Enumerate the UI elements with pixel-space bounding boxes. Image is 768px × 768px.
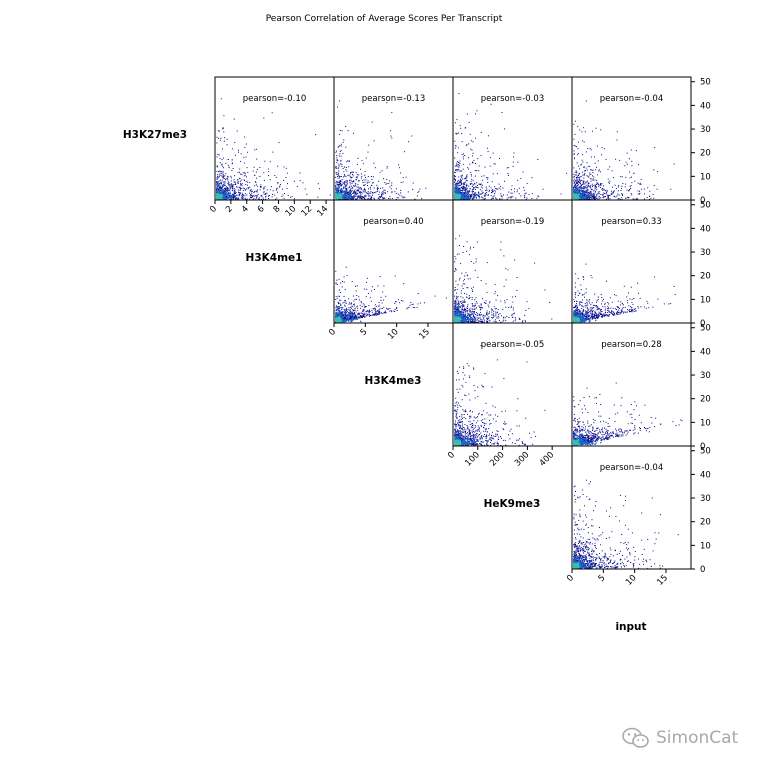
wechat-icon <box>622 727 649 748</box>
x-tick-label: 0 <box>565 573 576 584</box>
variable-label: H3K27me3 <box>123 129 187 141</box>
variable-label: input <box>615 621 646 633</box>
scatter-points <box>335 100 427 200</box>
scatter-points <box>216 98 331 200</box>
y-tick-label: 40 <box>700 224 711 234</box>
variable-label: H3K4me1 <box>246 252 303 264</box>
x-tick-label: 10 <box>284 204 299 219</box>
x-tick-label: 15 <box>655 573 670 588</box>
y-tick-label: 40 <box>700 347 711 357</box>
x-tick-label: 5 <box>597 573 608 584</box>
y-tick-label: 0 <box>700 319 705 329</box>
x-tick-label: 15 <box>417 327 432 342</box>
scatter-points <box>454 345 546 446</box>
y-tick-label: 30 <box>700 494 711 504</box>
x-tick-label: 10 <box>386 327 401 342</box>
x-tick-label: 5 <box>359 327 370 338</box>
scatter-points <box>335 266 447 323</box>
pearson-label: pearson=-0.04 <box>600 463 663 473</box>
variable-label: H3K4me3 <box>365 375 422 387</box>
pearson-label: pearson=0.33 <box>601 217 661 227</box>
x-tick-label: 2 <box>224 204 235 215</box>
y-tick-label: 20 <box>700 395 711 405</box>
scatter-points <box>454 93 568 200</box>
y-tick-label: 0 <box>700 196 705 206</box>
y-tick-label: 50 <box>700 78 711 88</box>
watermark: SimonCat <box>622 726 738 750</box>
y-tick-label: 0 <box>700 565 705 575</box>
y-tick-label: 40 <box>700 101 711 111</box>
pearson-label: pearson=-0.10 <box>243 94 306 104</box>
y-tick-label: 30 <box>700 248 711 258</box>
pearson-label: pearson=-0.05 <box>481 340 544 350</box>
x-tick-label: 0 <box>327 327 338 338</box>
y-tick-label: 10 <box>700 172 711 182</box>
x-tick-label: 12 <box>300 204 315 219</box>
scatter-matrix: pearson=-0.10 pearson=-0.13 pearson=-0.03 p… <box>123 76 711 633</box>
x-tick-label: 8 <box>272 204 283 215</box>
y-tick-label: 50 <box>700 201 711 211</box>
pearson-label: pearson=-0.13 <box>362 94 425 104</box>
scatter-points <box>454 235 553 323</box>
x-tick-label: 400 <box>538 450 557 469</box>
figure-title: Pearson Correlation of Average Scores Pe… <box>266 14 503 24</box>
y-tick-label: 30 <box>700 371 711 381</box>
x-tick-label: 300 <box>513 450 532 469</box>
scatter-points <box>573 479 679 569</box>
variable-label: HeK9me3 <box>484 498 541 510</box>
x-tick-label: 14 <box>315 204 330 219</box>
pearson-label: pearson=-0.19 <box>481 217 544 227</box>
scatter-points <box>573 263 676 323</box>
y-tick-label: 50 <box>700 447 711 457</box>
x-tick-label: 200 <box>488 450 507 469</box>
x-tick-label: 10 <box>624 573 639 588</box>
x-tick-label: 100 <box>463 450 482 469</box>
y-tick-label: 50 <box>700 324 711 334</box>
x-tick-label: 0 <box>446 450 457 461</box>
x-tick-label: 4 <box>240 204 251 215</box>
scatter-panel <box>571 445 692 570</box>
pearson-label: pearson=-0.03 <box>481 94 544 104</box>
y-tick-label: 30 <box>700 125 711 135</box>
scatter-points <box>573 382 683 446</box>
scatter-points <box>573 100 675 200</box>
y-tick-label: 20 <box>700 149 711 159</box>
pearson-label: pearson=0.40 <box>363 217 423 227</box>
watermark-text: SimonCat <box>656 728 739 748</box>
pearson-label: pearson=0.28 <box>601 340 661 350</box>
pearson-label: pearson=-0.04 <box>600 94 663 104</box>
y-tick-label: 0 <box>700 442 705 452</box>
y-tick-label: 20 <box>700 518 711 528</box>
y-tick-label: 10 <box>700 295 711 305</box>
y-tick-label: 40 <box>700 470 711 480</box>
x-tick-label: 0 <box>208 204 219 215</box>
x-tick-label: 6 <box>256 204 267 215</box>
y-tick-label: 20 <box>700 272 711 282</box>
y-tick-label: 10 <box>700 418 711 428</box>
y-tick-label: 10 <box>700 541 711 551</box>
